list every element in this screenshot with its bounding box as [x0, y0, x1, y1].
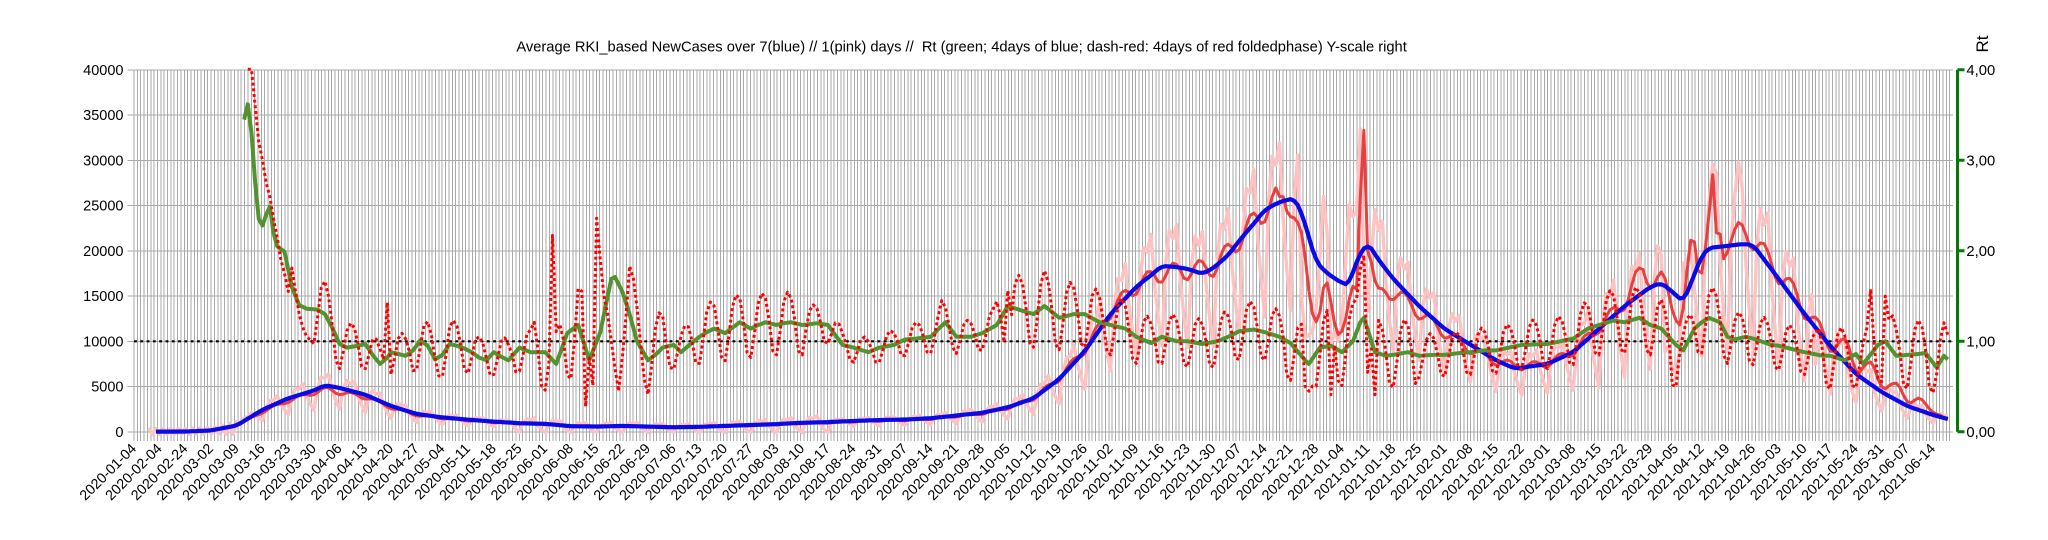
svg-text:2,00: 2,00 — [1966, 244, 1995, 260]
svg-text:30000: 30000 — [83, 153, 123, 169]
svg-text:Average RKI_based NewCases ove: Average RKI_based NewCases over 7(blue) … — [516, 40, 1406, 56]
svg-text:5000: 5000 — [91, 380, 123, 396]
svg-text:0: 0 — [115, 425, 123, 441]
svg-text:25000: 25000 — [83, 199, 123, 215]
svg-text:35000: 35000 — [83, 108, 123, 124]
svg-text:4,00: 4,00 — [1966, 63, 1995, 79]
svg-text:15000: 15000 — [83, 289, 123, 305]
svg-text:Rt: Rt — [1973, 35, 1992, 52]
svg-text:1,00: 1,00 — [1966, 335, 1995, 351]
svg-text:0,00: 0,00 — [1966, 425, 1995, 441]
svg-text:20000: 20000 — [83, 244, 123, 260]
svg-text:3,00: 3,00 — [1966, 154, 1995, 170]
svg-text:40000: 40000 — [83, 63, 123, 79]
svg-text:10000: 10000 — [83, 334, 123, 350]
